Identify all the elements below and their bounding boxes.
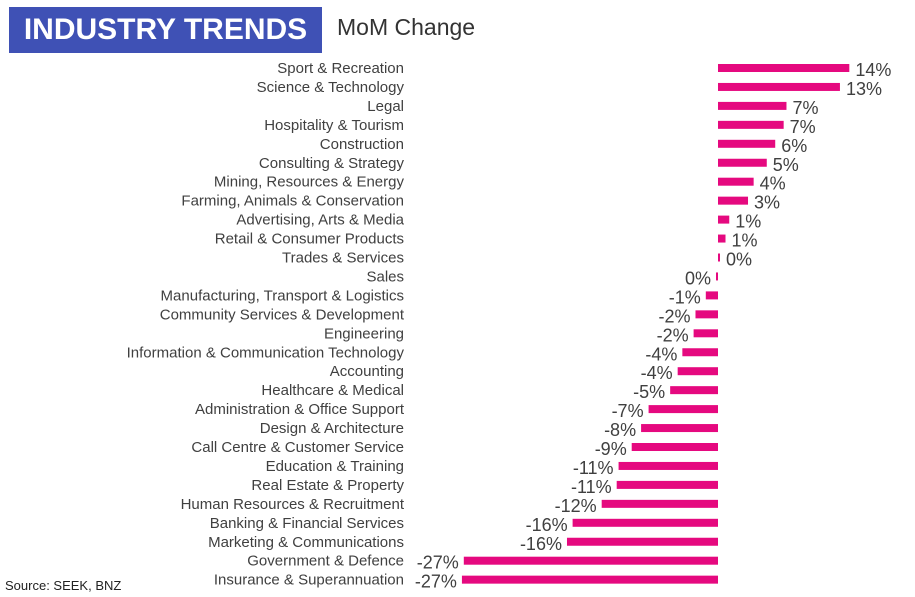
bar	[718, 139, 776, 148]
category-label: Advertising, Arts & Media	[236, 212, 404, 229]
data-label: -1%	[669, 287, 701, 307]
data-label: 5%	[773, 155, 799, 175]
category-label: Engineering	[324, 325, 404, 342]
data-label: 7%	[790, 117, 816, 137]
category-label: Mining, Resources & Energy	[214, 174, 405, 191]
data-label: 0%	[685, 268, 711, 288]
bar	[718, 253, 720, 262]
data-label: 4%	[760, 174, 786, 194]
bar	[718, 101, 787, 110]
data-label: -27%	[415, 572, 457, 592]
category-label: Human Resources & Recruitment	[181, 496, 405, 513]
category-label: Manufacturing, Transport & Logistics	[161, 287, 404, 304]
data-label: -2%	[658, 306, 690, 326]
category-label: Real Estate & Property	[251, 477, 404, 494]
data-label: -12%	[555, 496, 597, 516]
category-label: Sport & Recreation	[277, 60, 404, 77]
data-label: -16%	[520, 534, 562, 554]
category-label: Insurance & Superannuation	[214, 572, 404, 589]
bar	[718, 177, 754, 186]
bar	[718, 196, 749, 205]
data-label: 7%	[792, 98, 818, 118]
bar	[718, 215, 730, 224]
category-label: Government & Defence	[247, 553, 404, 570]
data-label: -16%	[526, 515, 568, 535]
category-label: Hospitality & Tourism	[264, 117, 404, 134]
bar	[693, 329, 718, 338]
category-label: Legal	[367, 98, 404, 115]
category-label: Retail & Consumer Products	[215, 231, 404, 248]
data-label: -4%	[645, 344, 677, 364]
data-label: 0%	[726, 250, 752, 270]
bar	[648, 405, 718, 414]
bar	[641, 424, 718, 433]
category-label: Consulting & Strategy	[259, 155, 405, 172]
bar	[670, 386, 718, 395]
data-label: -11%	[573, 458, 614, 478]
bar	[463, 556, 718, 565]
data-label: -27%	[417, 553, 459, 573]
data-label: 6%	[781, 136, 807, 156]
category-label: Trades & Services	[282, 250, 404, 267]
bar	[677, 367, 718, 376]
bar	[618, 461, 718, 470]
source-note: Source: SEEK, BNZ	[5, 578, 122, 593]
data-label: -8%	[604, 420, 636, 440]
category-label: Design & Architecture	[260, 420, 404, 437]
bar	[718, 82, 840, 91]
bar	[695, 310, 718, 319]
bar	[718, 158, 767, 167]
chart-subtitle: MoM Change	[337, 14, 476, 40]
data-label: -7%	[612, 401, 644, 421]
bar	[682, 348, 718, 357]
data-label: 13%	[846, 79, 882, 99]
data-label: 3%	[754, 193, 780, 213]
bar	[566, 537, 718, 546]
bar	[718, 120, 784, 129]
chart-title: INDUSTRY TRENDS	[9, 7, 322, 53]
category-label: Construction	[320, 136, 404, 153]
category-label: Banking & Financial Services	[210, 515, 404, 532]
category-label: Information & Communication Technology	[127, 344, 405, 361]
category-label: Marketing & Communications	[208, 534, 404, 551]
category-label: Healthcare & Medical	[261, 382, 404, 399]
data-label: -5%	[633, 382, 665, 402]
bar	[616, 480, 718, 489]
bar	[601, 499, 718, 508]
bar	[705, 291, 718, 300]
data-label: -9%	[595, 439, 627, 459]
data-label: 1%	[732, 231, 758, 251]
bar	[461, 575, 718, 584]
category-label: Education & Training	[266, 458, 404, 475]
bar	[631, 443, 718, 451]
category-label: Call Centre & Customer Service	[191, 439, 404, 456]
category-label: Science & Technology	[257, 79, 405, 96]
data-label: -2%	[657, 325, 689, 345]
data-label: -11%	[571, 477, 612, 497]
data-label: 1%	[735, 212, 761, 232]
category-label: Community Services & Development	[160, 306, 405, 323]
bar	[716, 272, 718, 281]
bar	[718, 64, 850, 72]
bar	[572, 518, 718, 527]
data-label: -4%	[641, 363, 673, 383]
category-label: Farming, Animals & Conservation	[181, 193, 404, 210]
bar	[718, 234, 726, 243]
data-label: 14%	[855, 60, 891, 80]
category-label: Accounting	[330, 363, 404, 380]
category-label: Sales	[366, 268, 404, 285]
category-label: Administration & Office Support	[195, 401, 405, 418]
